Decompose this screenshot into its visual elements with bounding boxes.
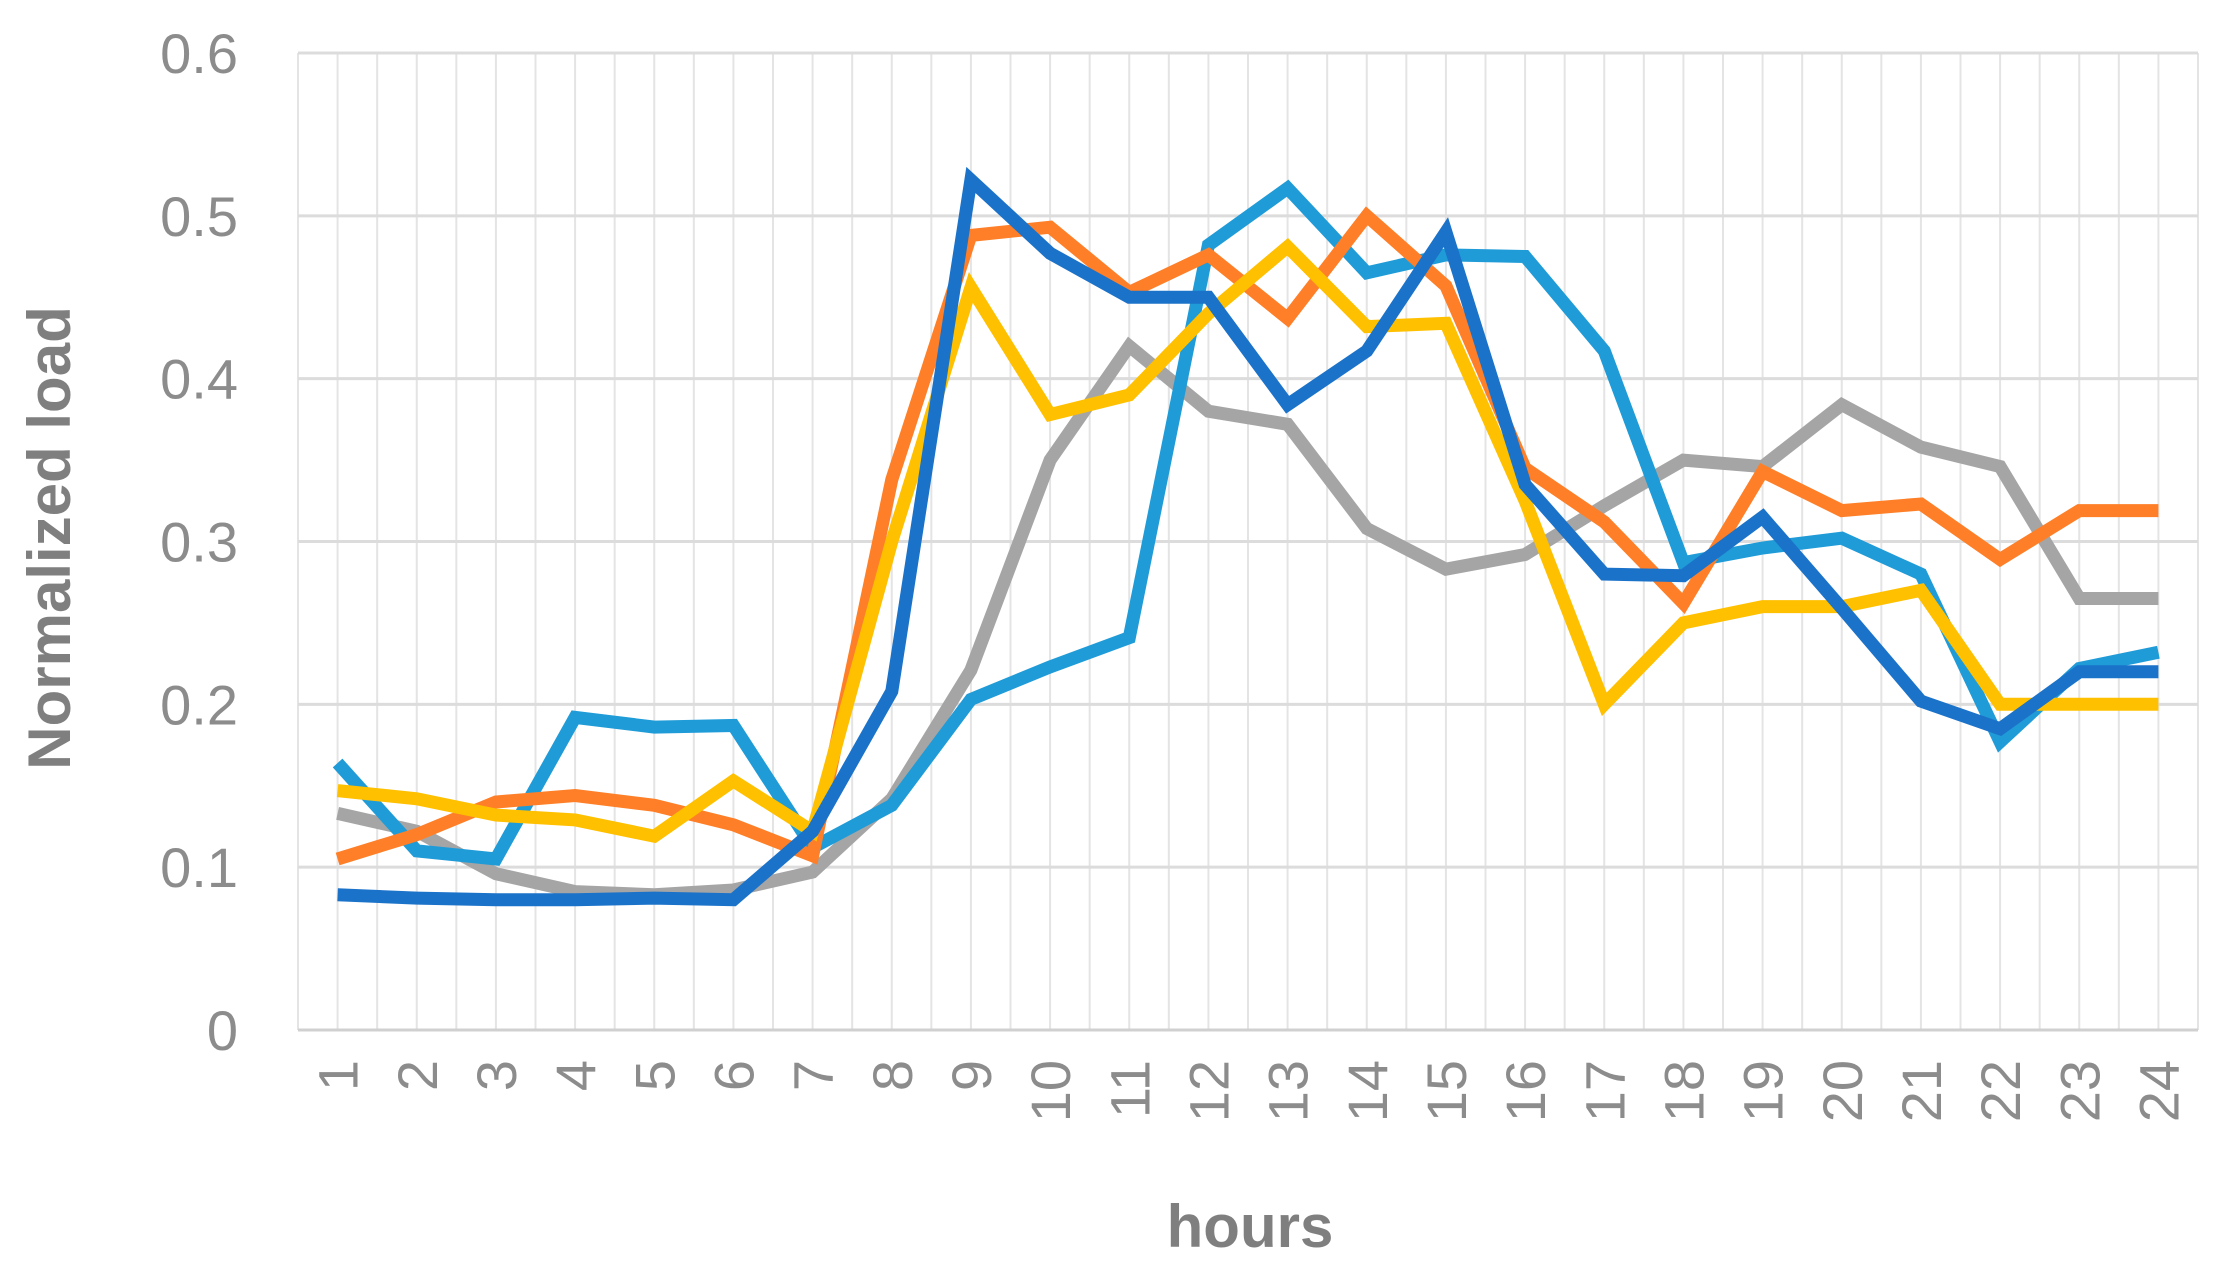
y-tick-label: 0.4 xyxy=(160,348,238,411)
x-tick-label: 1 xyxy=(307,1060,370,1091)
x-tick-label: 22 xyxy=(1969,1060,2032,1122)
y-tick-label: 0.5 xyxy=(160,185,238,248)
x-tick-label: 3 xyxy=(465,1060,528,1091)
x-tick-label: 20 xyxy=(1811,1060,1874,1122)
y-axis-ticks: 0 0.1 0.2 0.3 0.4 0.5 0.6 xyxy=(160,22,238,1062)
x-tick-label: 7 xyxy=(782,1060,845,1091)
y-tick-label: 0.3 xyxy=(160,511,238,574)
x-tick-label: 13 xyxy=(1257,1060,1320,1122)
series-line-4 xyxy=(336,237,2159,844)
x-tick-label: 15 xyxy=(1415,1060,1478,1122)
x-tick-label: 4 xyxy=(544,1060,607,1091)
x-tick-label: 5 xyxy=(623,1060,686,1091)
y-tick-label: 0 xyxy=(207,999,238,1062)
x-tick-label: 10 xyxy=(1019,1060,1082,1122)
y-tick-label: 0.1 xyxy=(160,836,238,899)
x-tick-label: 21 xyxy=(1890,1060,1953,1122)
x-tick-label: 24 xyxy=(2127,1060,2190,1122)
x-tick-label: 2 xyxy=(386,1060,449,1091)
x-axis-title: hours xyxy=(1167,1193,1334,1260)
series-line-2 xyxy=(332,179,2160,866)
series-lines xyxy=(332,166,2160,907)
x-tick-label: 17 xyxy=(1573,1060,1636,1122)
y-tick-label: 0.2 xyxy=(160,673,238,736)
x-tick-label: 14 xyxy=(1336,1060,1399,1122)
x-axis-ticks: 1 2 3 4 5 6 7 8 9 10 11 12 13 14 15 16 17 18 19 20 21 22 23 24 xyxy=(307,1060,2191,1122)
y-tick-label: 0.6 xyxy=(160,22,238,85)
y-axis-title: Normalized load xyxy=(16,306,83,769)
x-tick-label: 19 xyxy=(1732,1060,1795,1122)
x-tick-label: 23 xyxy=(2048,1060,2111,1122)
x-tick-label: 12 xyxy=(1177,1060,1240,1122)
x-tick-label: 18 xyxy=(1652,1060,1715,1122)
x-tick-label: 8 xyxy=(861,1060,924,1091)
x-tick-label: 9 xyxy=(940,1060,1003,1091)
x-tick-label: 11 xyxy=(1098,1060,1161,1118)
x-tick-label: 16 xyxy=(1494,1060,1557,1122)
series-line-5 xyxy=(337,166,2159,907)
x-tick-label: 6 xyxy=(702,1060,765,1091)
